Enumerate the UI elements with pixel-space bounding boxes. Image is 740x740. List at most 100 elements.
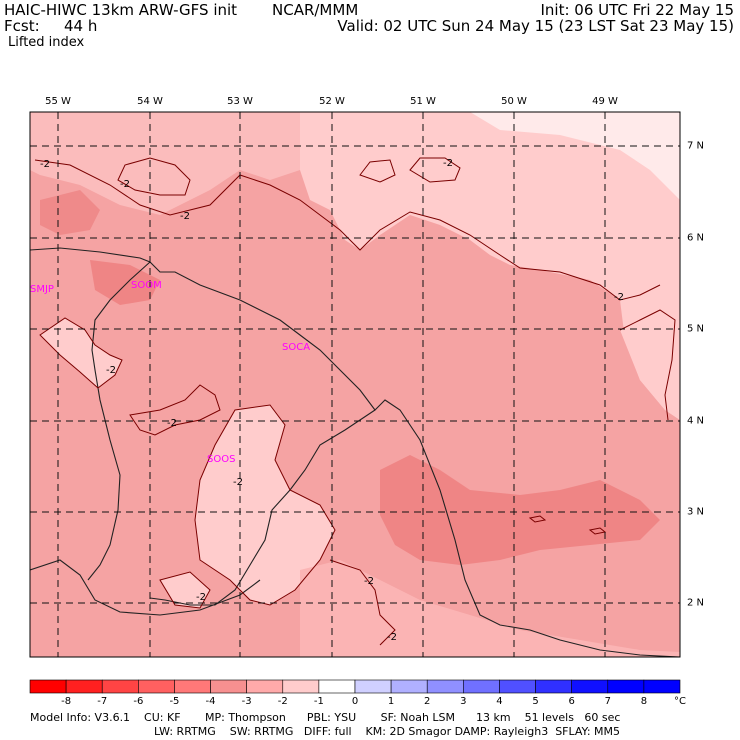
contour-line — [159, 571, 211, 609]
model-info-line2: LW: RRTMG SW: RRTMG DIFF: full KM: 2D Sm… — [154, 725, 620, 738]
colorbar-tick-label: -6 — [133, 696, 144, 707]
contour-line — [117, 157, 191, 196]
colorbar-tick-label: -2 — [277, 696, 288, 707]
lon-label: 52 W — [319, 96, 345, 107]
field-region-dark — [380, 455, 660, 565]
contour-label: -2 — [614, 292, 624, 303]
lon-label: 55 W — [45, 96, 71, 107]
lat-label: 4 N — [687, 415, 705, 427]
field-region-light — [40, 318, 122, 388]
colorbar-swatch — [210, 679, 247, 694]
contour-label: -2 — [167, 418, 177, 429]
lat-label: 3 N — [687, 506, 705, 518]
coastline — [30, 247, 680, 657]
colorbar-swatch — [643, 679, 681, 694]
contour-label: -2 — [364, 576, 374, 587]
colorbar-swatch — [101, 679, 139, 694]
colorbar-swatch — [65, 679, 103, 694]
contour-line — [359, 159, 396, 183]
field-region-light — [160, 572, 210, 608]
lat-label: 5 N — [687, 323, 705, 335]
org-label: NCAR/MMM — [272, 1, 359, 19]
colorbar-swatch — [282, 679, 320, 694]
colorbar-swatch — [174, 679, 211, 694]
contour-line — [39, 317, 123, 389]
contour-label: -2 — [196, 592, 206, 603]
field-region-light — [30, 112, 300, 215]
lon-label: 54 W — [137, 96, 163, 107]
colorbar-unit: °C — [674, 696, 686, 707]
colorbar-tick-label: -4 — [205, 696, 216, 707]
contour-label: -2 — [120, 179, 130, 190]
colorbar-tick-label: 4 — [496, 696, 503, 707]
lat-label: 7 N — [687, 140, 705, 152]
colorbar-tick-label: -3 — [241, 696, 252, 707]
colorbar-tick-label: 1 — [387, 696, 395, 707]
colorbar-swatch — [318, 679, 356, 694]
contour-label: -2 — [233, 477, 243, 488]
colorbar-tick-label: 7 — [604, 696, 611, 707]
colorbar-tick-label: 2 — [424, 696, 431, 707]
valid-time: Valid: 02 UTC Sun 24 May 15 (23 LST Sat … — [337, 17, 734, 35]
contour-line — [619, 309, 676, 421]
contour-label: -2 — [387, 632, 397, 643]
colorbar-swatch — [390, 679, 428, 694]
lon-label: 51 W — [410, 96, 436, 107]
colorbar-tick-label: 0 — [351, 696, 359, 707]
colorbar — [29, 679, 681, 694]
colorbar-tick-label: 5 — [532, 696, 539, 707]
station-label: SOCA — [282, 342, 310, 353]
model-info-line1: Model Info: V3.6.1 CU: KF MP: Thompson P… — [30, 711, 621, 724]
field-region-near-white — [470, 112, 680, 200]
colorbar-swatch — [535, 679, 572, 694]
init-time: Init: 06 UTC Fri 22 May 15 — [540, 1, 734, 19]
field-region-light — [195, 405, 335, 605]
lat-label: 6 N — [687, 232, 705, 244]
field-name: Lifted index — [8, 35, 85, 50]
map-frame — [29, 111, 681, 658]
colorbar-swatch — [607, 679, 645, 694]
contour-line — [34, 159, 661, 301]
colorbar-tick-label: -1 — [313, 696, 324, 707]
contour-line — [409, 157, 461, 183]
lon-label: 50 W — [501, 96, 527, 107]
colorbar-tick-label: 6 — [568, 696, 575, 707]
field-region-dark — [90, 260, 160, 305]
border — [87, 261, 151, 581]
contour-label: -2 — [180, 211, 190, 222]
colorbar-swatch — [426, 679, 464, 694]
border — [149, 409, 376, 606]
forecast-hours: 44 h — [64, 17, 98, 35]
border — [30, 559, 261, 616]
field-region-medium — [300, 560, 680, 657]
lat-label: 2 N — [687, 597, 705, 609]
contour-line — [129, 384, 221, 436]
colorbar-swatch — [499, 679, 536, 694]
colorbar-swatch — [571, 679, 609, 694]
lon-label: 53 W — [227, 96, 253, 107]
colorbar-tick-label: 8 — [640, 696, 648, 707]
contour-line — [528, 515, 547, 523]
colorbar-tick-label: -7 — [97, 696, 108, 707]
contour-label: -2 — [40, 159, 50, 170]
colorbar-tick-label: 3 — [460, 696, 467, 707]
contour-line — [329, 559, 396, 646]
colorbar-swatch — [29, 679, 67, 694]
model-title: HAIC-HIWC 13km ARW-GFS init — [4, 1, 238, 19]
contour-label: -2 — [106, 365, 116, 376]
forecast-label: Fcst: — [4, 17, 40, 35]
field-region-light — [300, 112, 680, 420]
lon-label: 49 W — [592, 96, 618, 107]
field-region-dark — [40, 190, 100, 235]
contour-label: -2 — [443, 158, 453, 169]
station-label: SOOS — [207, 454, 235, 465]
colorbar-tick-label: -8 — [61, 696, 72, 707]
colorbar-swatch — [246, 679, 284, 694]
station-label: SOOM — [131, 280, 162, 291]
colorbar-swatch — [463, 679, 500, 694]
colorbar-swatch — [138, 679, 175, 694]
contour-line — [194, 404, 336, 606]
station-label: SMJP — [30, 284, 54, 295]
colorbar-swatch — [354, 679, 392, 694]
